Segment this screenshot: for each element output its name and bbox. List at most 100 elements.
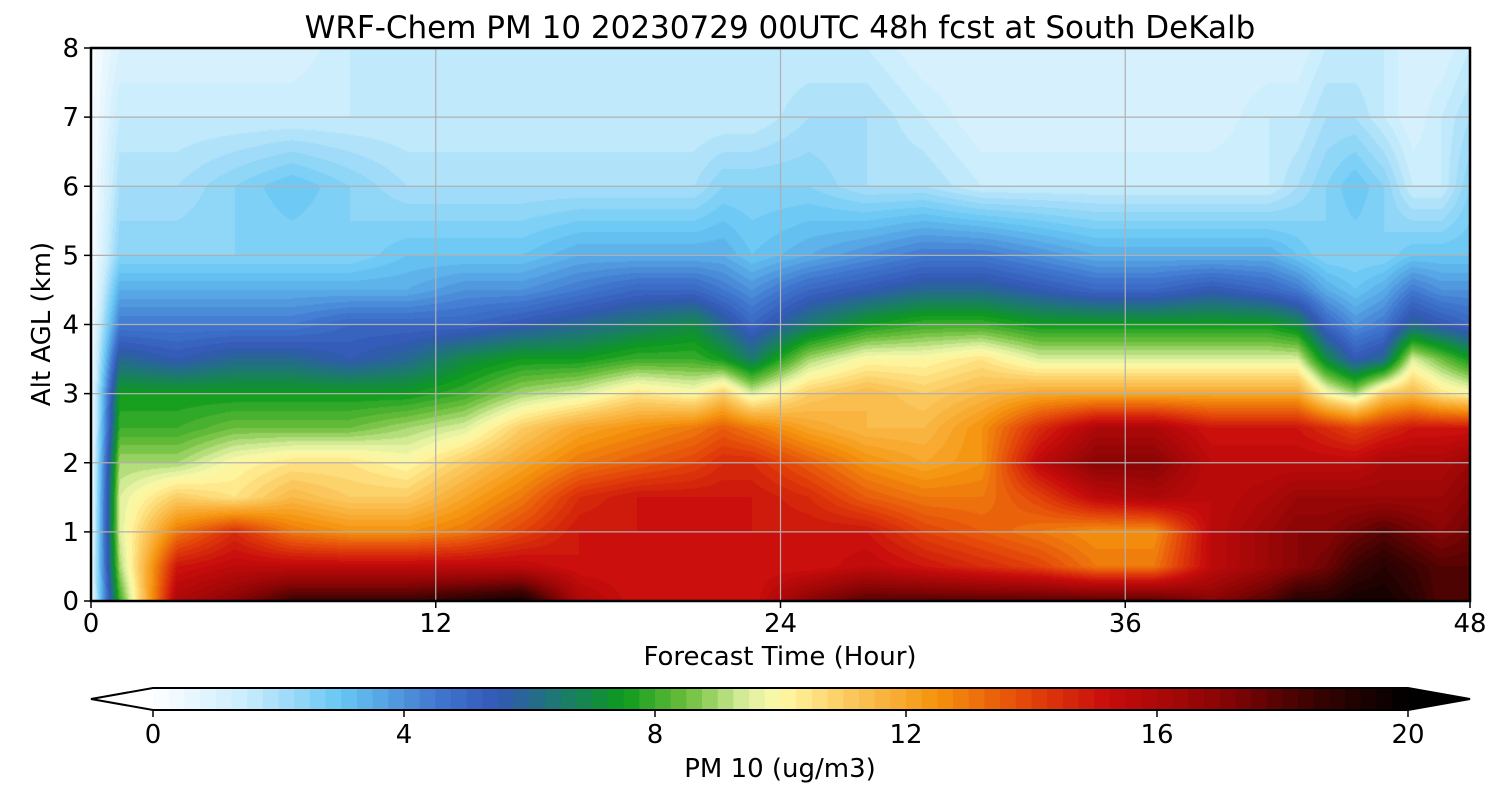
y-tick-label: 8	[62, 34, 79, 64]
colorbar-under-arrow	[91, 688, 153, 710]
colorbar-swatch	[341, 688, 358, 710]
x-tick-label: 48	[1453, 609, 1486, 639]
colorbar-swatch	[1125, 688, 1142, 710]
colorbar-swatch	[466, 688, 484, 710]
colorbar-swatch	[404, 688, 421, 710]
colorbar-swatch	[780, 688, 797, 710]
colorbar-swatch	[1235, 688, 1252, 710]
colorbar-swatch	[984, 688, 1001, 710]
colorbar-swatch	[670, 688, 687, 710]
colorbar-swatch	[1141, 688, 1158, 710]
colorbar-swatch	[937, 688, 954, 710]
colorbar-swatch	[843, 688, 860, 710]
colorbar-swatch	[576, 688, 593, 710]
colorbar-swatch	[1298, 688, 1315, 710]
colorbar-swatch	[545, 688, 562, 710]
colorbar-swatch	[309, 688, 327, 710]
colorbar-swatch	[356, 688, 374, 710]
x-axis-label: Forecast Time (Hour)	[643, 642, 916, 672]
colorbar-swatch	[294, 688, 311, 710]
colorbar-swatch	[874, 688, 891, 710]
x-tick-label: 36	[1109, 609, 1142, 639]
colorbar-swatch	[560, 688, 578, 710]
colorbar-swatch	[749, 688, 766, 710]
colorbar-swatch	[1392, 688, 1409, 710]
colorbar-swatch	[686, 688, 703, 710]
y-tick-label: 1	[62, 518, 79, 548]
colorbar-swatch	[1015, 688, 1033, 710]
colorbar-swatch	[278, 688, 295, 710]
colorbar-swatch	[592, 688, 609, 710]
colorbar-swatch	[906, 688, 923, 710]
colorbar-swatch	[811, 688, 829, 710]
colorbar-swatch	[1094, 688, 1111, 710]
y-tick-label: 4	[62, 311, 79, 341]
colorbar-swatch	[717, 688, 735, 710]
colorbar-swatch	[184, 688, 201, 710]
colorbar-swatch	[890, 688, 907, 710]
x-tick-label: 24	[764, 609, 797, 639]
colorbar-swatch	[921, 688, 938, 710]
colorbar-swatch	[1047, 688, 1064, 710]
colorbar-tick-label: 4	[396, 720, 413, 750]
colorbar-swatch	[419, 688, 436, 710]
chart-title: WRF-Chem PM 10 20230729 00UTC 48h fcst a…	[305, 10, 1256, 46]
colorbar-swatch	[153, 688, 170, 710]
colorbar-swatch	[1360, 688, 1378, 710]
colorbar-swatch	[858, 688, 876, 710]
colorbar-tick-label: 0	[145, 720, 162, 750]
colorbar-tick-label: 16	[1140, 720, 1173, 750]
colorbar-swatch	[655, 688, 672, 710]
colorbar-swatch	[953, 688, 970, 710]
colorbar-swatch	[1078, 688, 1095, 710]
colorbar-swatch	[1345, 688, 1362, 710]
colorbar-swatch	[215, 688, 233, 710]
colorbar-swatch	[968, 688, 986, 710]
colorbar-swatch	[1204, 688, 1221, 710]
colorbar-swatch	[607, 688, 625, 710]
colorbar-swatch	[1329, 688, 1346, 710]
colorbar-swatch	[733, 688, 750, 710]
colorbar-swatch	[1313, 688, 1331, 710]
y-tick-label: 3	[62, 380, 79, 410]
colorbar-swatch	[1031, 688, 1048, 710]
colorbar-swatch	[1219, 688, 1237, 710]
colorbar-swatch	[168, 688, 185, 710]
y-axis-label: Alt AGL (km)	[27, 242, 57, 406]
colorbar-swatch	[451, 688, 468, 710]
colorbar-swatch	[1109, 688, 1127, 710]
colorbar-swatch	[639, 688, 656, 710]
colorbar-swatch	[1157, 688, 1174, 710]
colorbar-swatch	[1172, 688, 1189, 710]
colorbar-swatch	[796, 688, 813, 710]
colorbar-swatch	[1062, 688, 1080, 710]
colorbar-swatch	[529, 688, 546, 710]
colorbar-swatch	[513, 688, 531, 710]
colorbar-swatch	[435, 688, 452, 710]
colorbar-swatch	[200, 688, 217, 710]
y-tick-label: 5	[62, 241, 79, 271]
colorbar-swatch	[1251, 688, 1268, 710]
colorbar-swatch	[1282, 688, 1299, 710]
colorbar-swatch	[623, 688, 640, 710]
colorbar: 0 4 8 12 16 20	[90, 687, 1471, 750]
y-tick-label: 0	[62, 587, 79, 617]
colorbar-swatch	[1188, 688, 1205, 710]
colorbar-swatch	[325, 688, 342, 710]
colorbar-swatch	[247, 688, 264, 710]
colorbar-swatch	[498, 688, 515, 710]
y-tick-label: 2	[62, 449, 79, 479]
colorbar-tick-label: 8	[647, 720, 664, 750]
colorbar-over-arrow	[1408, 688, 1470, 710]
colorbar-swatch	[372, 688, 389, 710]
y-tick-label: 7	[62, 103, 79, 133]
colorbar-swatch	[1376, 688, 1393, 710]
y-tick-label: 6	[62, 172, 79, 202]
colorbar-swatch	[388, 688, 405, 710]
colorbar-swatch	[702, 688, 719, 710]
colorbar-swatch	[1000, 688, 1017, 710]
colorbar-tick-label: 20	[1391, 720, 1424, 750]
colorbar-swatch	[827, 688, 844, 710]
